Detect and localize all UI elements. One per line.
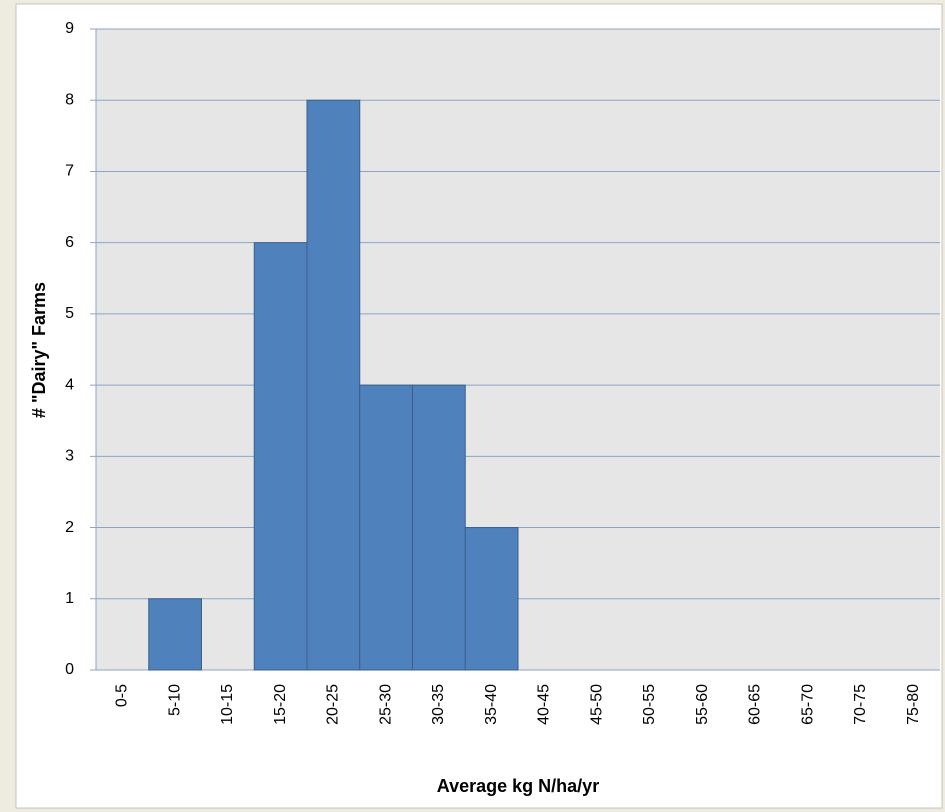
bar — [412, 384, 466, 671]
x-tick-label: 40-45 — [536, 684, 553, 725]
y-tick-label: 0 — [65, 661, 74, 678]
x-tick-label: 15-20 — [272, 684, 289, 725]
x-axis-title: Average kg N/ha/yr — [437, 776, 599, 796]
x-tick-label: 0-5 — [114, 684, 131, 707]
x-tick-label: 55-60 — [694, 684, 711, 725]
x-tick-label: 70-75 — [852, 684, 869, 725]
x-tick-label: 60-65 — [747, 684, 764, 725]
y-tick-label: 3 — [65, 448, 74, 465]
y-tick-label: 1 — [65, 590, 74, 607]
y-tick-label: 5 — [65, 305, 74, 322]
y-tick-label: 6 — [65, 234, 74, 251]
bar — [148, 598, 202, 671]
y-tick-label: 2 — [65, 519, 74, 536]
x-tick-label: 10-15 — [219, 684, 236, 725]
x-tick-label: 25-30 — [377, 684, 394, 725]
x-tick-label: 20-25 — [325, 684, 342, 725]
y-tick-label: 7 — [65, 163, 74, 180]
x-tick-label: 75-80 — [905, 684, 922, 725]
bar — [253, 242, 308, 671]
bar — [359, 384, 413, 671]
x-tick-label: 65-70 — [799, 684, 816, 725]
x-tick-label: 50-55 — [641, 684, 658, 725]
x-tick-label: 30-35 — [430, 684, 447, 725]
y-tick-label: 4 — [65, 376, 74, 393]
x-tick-label: 45-50 — [588, 684, 605, 725]
x-tick-label: 5-10 — [166, 684, 183, 716]
bar — [306, 99, 361, 671]
y-axis-title: # "Dairy" Farms — [29, 282, 49, 418]
y-tick-label: 8 — [65, 91, 74, 108]
bar — [464, 527, 519, 671]
x-tick-label: 35-40 — [483, 684, 500, 725]
y-tick-label: 9 — [65, 20, 74, 37]
